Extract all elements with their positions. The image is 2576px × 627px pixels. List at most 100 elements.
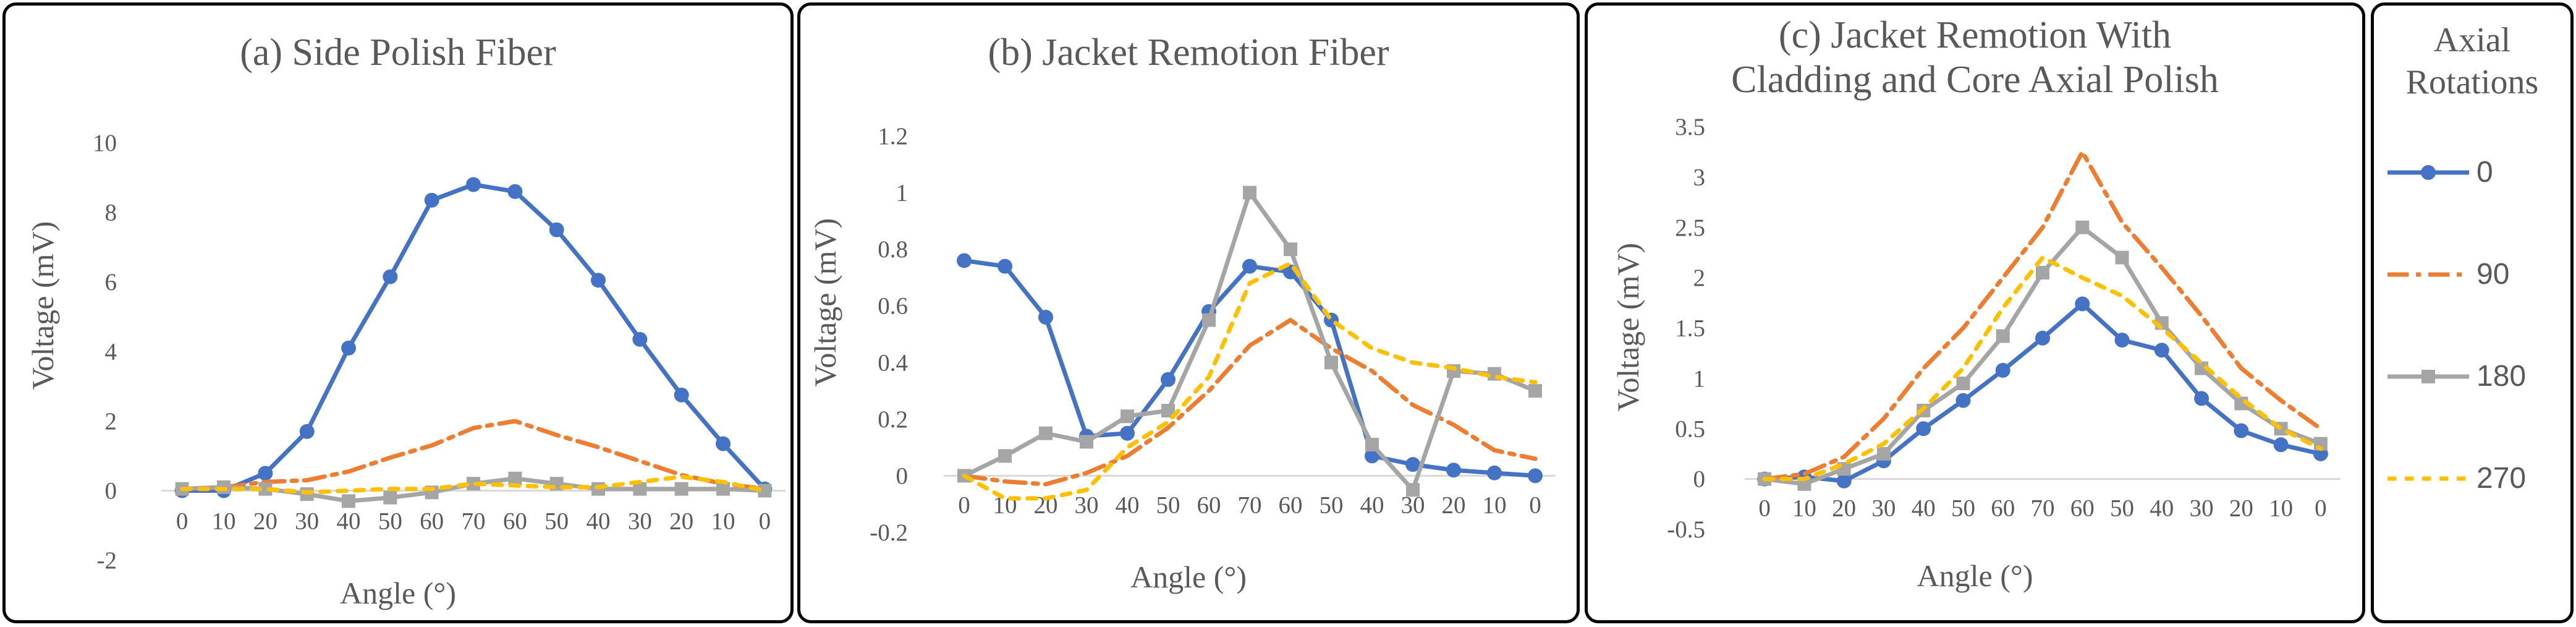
y-tick-label: 0 xyxy=(105,478,117,505)
legend-title-line: Rotations xyxy=(2405,63,2539,101)
x-tick-label: 20 xyxy=(253,508,278,535)
chart-panel-c: (c) Jacket Remotion With Cladding and Co… xyxy=(1585,2,2365,623)
x-tick-label: 20 xyxy=(1832,495,1856,522)
series-line-90 xyxy=(1762,150,2323,482)
chart-title-a: (a) Side Polish Fiber xyxy=(6,30,790,75)
series-line-270 xyxy=(1762,255,2323,482)
x-tick-label: 30 xyxy=(295,508,319,535)
x-tick-label: 20 xyxy=(2229,495,2253,522)
data-point-180 xyxy=(2036,265,2049,279)
data-point-180 xyxy=(2115,250,2129,265)
x-axis-label-a: Angle (°) xyxy=(340,576,456,610)
data-point-180 xyxy=(1039,426,1053,440)
x-axis-label-b: Angle (°) xyxy=(1130,560,1247,594)
x-tick-label: 60 xyxy=(1279,492,1303,518)
plot-area-a: -2 0 2 4 6 8 10 0 10 20 30 40 50 60 70 60 50 40 30 20 10 0 xyxy=(93,130,786,574)
legend-marker-0 xyxy=(2421,165,2436,180)
y-tick-label: 1.5 xyxy=(1675,315,1705,342)
y-tick-label: 1 xyxy=(896,180,909,207)
y-tick-label: -0.2 xyxy=(870,519,908,546)
y-tick-label: 0.5 xyxy=(1675,416,1705,442)
y-tick-label: 0.2 xyxy=(878,406,908,433)
x-tick-label: 40 xyxy=(1912,495,1936,522)
data-point-0 xyxy=(383,269,398,284)
data-point-180 xyxy=(1876,446,1891,461)
data-point-0 xyxy=(716,436,731,451)
data-point-180 xyxy=(716,482,730,496)
x-tick-label: 10 xyxy=(2269,495,2293,522)
legend-label: 180 xyxy=(2476,360,2527,393)
data-point-0 xyxy=(1120,425,1135,441)
x-tick-label: 70 xyxy=(1238,492,1262,518)
chart-panel-a: (a) Side Polish Fiber -2 0 2 4 6 8 10 0 10 20 30 40… xyxy=(2,2,794,623)
y-tick-label: 2 xyxy=(105,408,117,435)
legend-entry-90: 90 xyxy=(2383,253,2568,296)
x-tick-label: 50 xyxy=(378,508,402,535)
x-tick-label: 70 xyxy=(2031,495,2055,522)
legend-swatch-0 xyxy=(2387,165,2469,180)
legend-panel: Axial Rotations 0 90 180 270 xyxy=(2371,2,2574,623)
y-axis-label-c: Voltage (mV) xyxy=(1611,242,1645,412)
x-tick-label: 50 xyxy=(544,508,569,535)
data-point-180 xyxy=(1528,384,1542,398)
data-point-0 xyxy=(1995,362,2010,378)
data-point-0 xyxy=(1405,457,1420,472)
chart-panel-b: (b) Jacket Remotion Fiber -0.2 0 0.2 0.4 0.6… xyxy=(797,2,1580,623)
data-point-180 xyxy=(508,471,522,485)
y-tick-label: 6 xyxy=(105,269,117,296)
x-tick-label: 50 xyxy=(2110,495,2134,522)
data-point-0 xyxy=(424,192,439,208)
data-point-0 xyxy=(2114,333,2130,348)
series-line-0 xyxy=(180,182,767,493)
chart-title-line: Cladding and Core Axial Polish xyxy=(1731,59,2219,101)
data-point-0 xyxy=(1955,393,1971,408)
data-point-0 xyxy=(1161,372,1176,387)
series-line-90 xyxy=(180,419,767,492)
x-tick-label: 50 xyxy=(1320,492,1344,518)
x-axis-label-c: Angle (°) xyxy=(1917,558,2033,593)
x-tick-label: 30 xyxy=(628,508,652,535)
x-tick-label: 40 xyxy=(587,508,611,535)
data-point-0 xyxy=(299,424,315,439)
data-point-180 xyxy=(467,477,480,491)
x-tick-label: 40 xyxy=(337,508,361,535)
y-tick-label: 3.5 xyxy=(1675,114,1705,140)
data-point-0 xyxy=(1916,421,1931,437)
legend-label: 0 xyxy=(2476,156,2493,189)
data-point-180 xyxy=(674,482,688,496)
data-point-0 xyxy=(1038,310,1053,325)
y-tick-label: 0.6 xyxy=(878,293,908,320)
series-line-270 xyxy=(180,474,767,495)
x-tick-label: 30 xyxy=(1075,492,1099,518)
data-point-0 xyxy=(632,331,648,347)
legend-swatch-180 xyxy=(2387,370,2469,383)
y-axis-label-a: Voltage (mV) xyxy=(25,221,60,390)
x-tick-label: 40 xyxy=(2150,495,2174,522)
data-point-180 xyxy=(258,482,273,496)
data-point-0 xyxy=(674,387,689,403)
data-point-0 xyxy=(1528,468,1543,484)
data-point-180 xyxy=(1996,329,2010,343)
x-tick-label: 60 xyxy=(420,508,444,535)
data-point-0 xyxy=(2035,330,2050,346)
legend-swatch-90 xyxy=(2387,272,2469,277)
legend-marker-180 xyxy=(2421,370,2435,383)
x-tick-label: 40 xyxy=(1116,492,1140,518)
x-tick-label: 30 xyxy=(2190,495,2214,522)
x-tick-label: 0 xyxy=(2315,495,2327,522)
series-line-90 xyxy=(962,318,1538,487)
y-tick-label: 2.5 xyxy=(1675,215,1705,241)
y-tick-label: -0.5 xyxy=(1667,516,1705,543)
y-tick-label: 0 xyxy=(1693,466,1706,493)
chart-title-line: (a) Side Polish Fiber xyxy=(240,32,556,74)
x-tick-label: 40 xyxy=(1360,492,1384,518)
data-point-180 xyxy=(1161,404,1175,418)
legend-entry-0: 0 xyxy=(2383,151,2568,194)
y-tick-label: 3 xyxy=(1693,164,1706,190)
x-tick-label: 50 xyxy=(1156,492,1180,518)
data-point-0 xyxy=(1487,465,1502,480)
data-point-180 xyxy=(342,494,355,508)
x-tick-label: 30 xyxy=(1871,495,1896,522)
x-tick-label: 10 xyxy=(1483,492,1507,518)
data-point-180 xyxy=(758,484,772,498)
